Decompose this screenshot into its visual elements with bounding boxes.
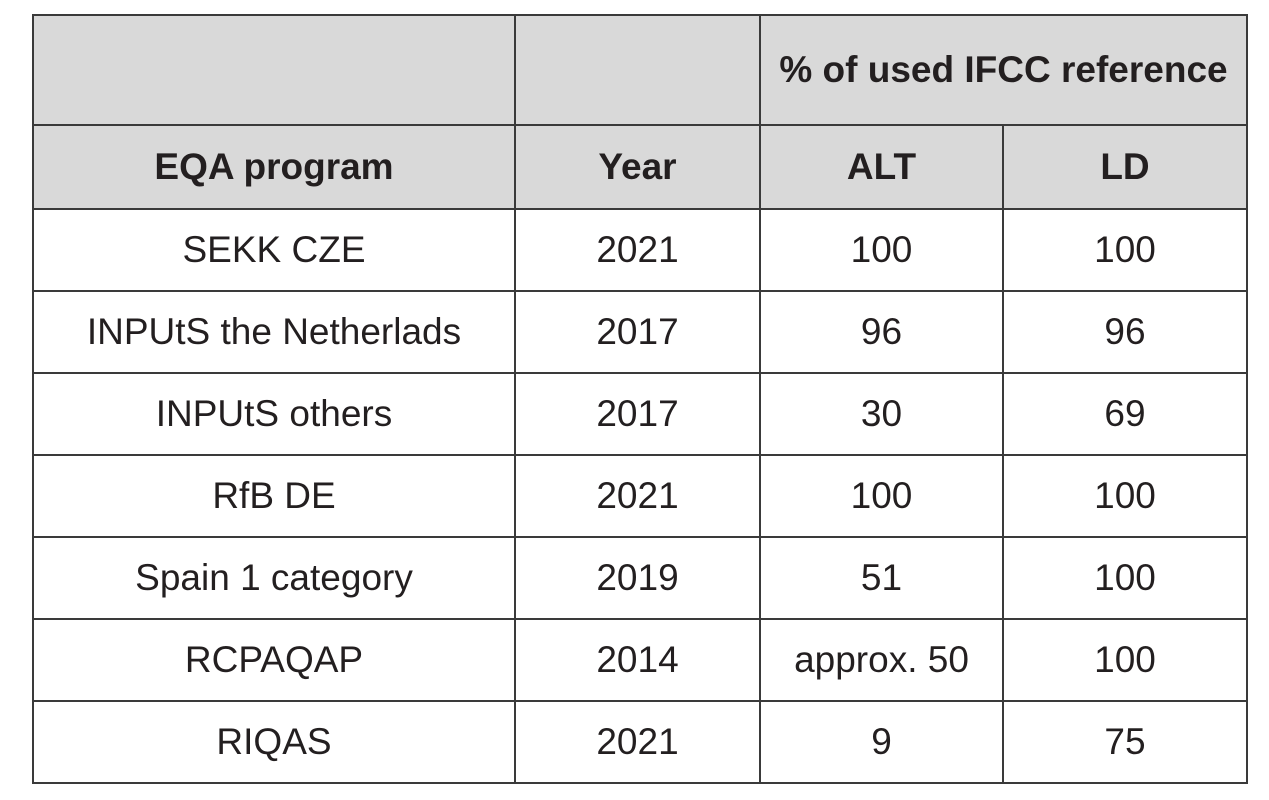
cell-ld: 75 (1002, 700, 1248, 784)
table-row: Spain 1 category 2019 51 100 (32, 536, 1248, 620)
header-empty-cell (514, 14, 761, 126)
cell-year: 2014 (514, 618, 761, 702)
table-row: INPUtS others 2017 30 69 (32, 372, 1248, 456)
eqa-ifcc-table: % of used IFCC reference EQA program Yea… (32, 14, 1248, 784)
table-row: RIQAS 2021 9 75 (32, 700, 1248, 784)
cell-alt: 9 (759, 700, 1004, 784)
cell-alt: approx. 50 (759, 618, 1004, 702)
header-row-columns: EQA program Year ALT LD (32, 124, 1248, 210)
table-row: RCPAQAP 2014 approx. 50 100 (32, 618, 1248, 702)
table-row: SEKK CZE 2021 100 100 (32, 208, 1248, 292)
cell-year: 2017 (514, 290, 761, 374)
cell-alt: 100 (759, 454, 1004, 538)
header-empty-cell (32, 14, 516, 126)
cell-program: RfB DE (32, 454, 516, 538)
cell-ld: 69 (1002, 372, 1248, 456)
cell-ld: 100 (1002, 618, 1248, 702)
header-row-group: % of used IFCC reference (32, 14, 1248, 126)
cell-year: 2021 (514, 454, 761, 538)
cell-ld: 100 (1002, 536, 1248, 620)
cell-alt: 30 (759, 372, 1004, 456)
cell-year: 2021 (514, 208, 761, 292)
cell-program: Spain 1 category (32, 536, 516, 620)
cell-ld: 96 (1002, 290, 1248, 374)
table-row: RfB DE 2021 100 100 (32, 454, 1248, 538)
cell-ld: 100 (1002, 208, 1248, 292)
column-header-ld: LD (1002, 124, 1248, 210)
cell-alt: 100 (759, 208, 1004, 292)
cell-year: 2017 (514, 372, 761, 456)
cell-year: 2021 (514, 700, 761, 784)
eqa-table-container: % of used IFCC reference EQA program Yea… (32, 14, 1248, 784)
cell-program: INPUtS others (32, 372, 516, 456)
table-row: INPUtS the Netherlads 2017 96 96 (32, 290, 1248, 374)
cell-program: SEKK CZE (32, 208, 516, 292)
column-header-alt: ALT (759, 124, 1004, 210)
cell-program: RIQAS (32, 700, 516, 784)
group-header-ifcc: % of used IFCC reference (759, 14, 1248, 126)
cell-year: 2019 (514, 536, 761, 620)
cell-program: INPUtS the Netherlads (32, 290, 516, 374)
cell-alt: 96 (759, 290, 1004, 374)
column-header-program: EQA program (32, 124, 516, 210)
column-header-year: Year (514, 124, 761, 210)
cell-program: RCPAQAP (32, 618, 516, 702)
cell-ld: 100 (1002, 454, 1248, 538)
cell-alt: 51 (759, 536, 1004, 620)
